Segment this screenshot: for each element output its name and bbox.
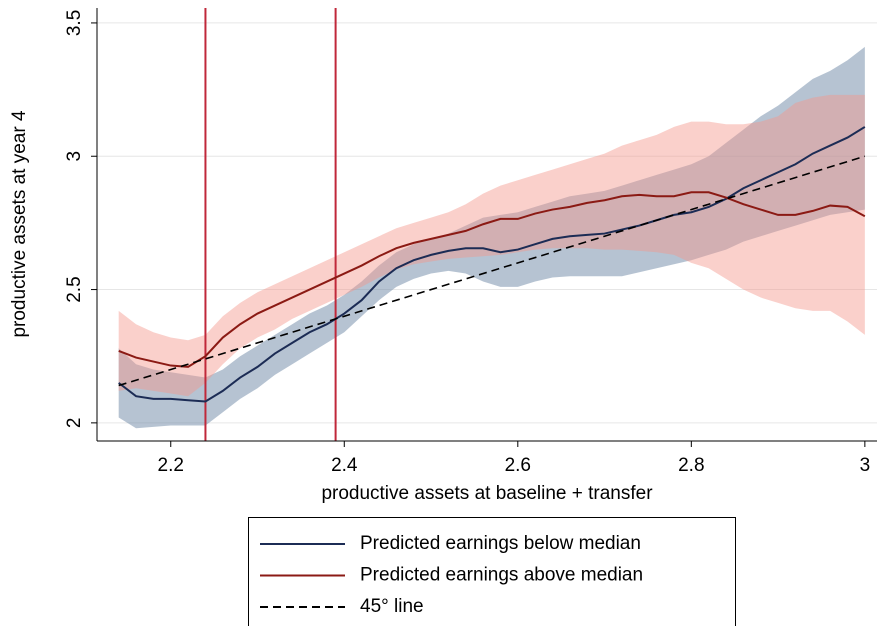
x-tick-label: 3 (860, 455, 871, 476)
legend-label: Predicted earnings below median (360, 533, 641, 554)
legend: Predicted earnings below median Predicted… (260, 533, 643, 617)
y-axis-title: productive assets at year 4 (9, 110, 30, 337)
plot-area: 2 2.5 3 3.5 2.2 2.4 2.6 2.8 3 (64, 8, 877, 476)
x-tick-label: 2.6 (505, 455, 531, 476)
legend-label: 45° line (360, 596, 424, 617)
series-line (118, 191, 866, 368)
legend-label: Predicted earnings above median (360, 565, 643, 586)
y-tick-label: 2.5 (64, 276, 85, 302)
series-line (118, 126, 866, 403)
x-tick-label: 2.4 (331, 455, 358, 476)
y-tick-label: 3 (64, 151, 85, 162)
y-tick-label: 3.5 (64, 10, 85, 36)
confidence-band (118, 46, 865, 429)
x-tick-label: 2.8 (678, 455, 704, 476)
confidence-band (118, 94, 865, 397)
x-axis-title: productive assets at baseline + transfer (321, 483, 653, 504)
reference-line (118, 155, 866, 387)
y-tick-label: 2 (64, 418, 85, 429)
x-tick-label: 2.2 (158, 455, 184, 476)
